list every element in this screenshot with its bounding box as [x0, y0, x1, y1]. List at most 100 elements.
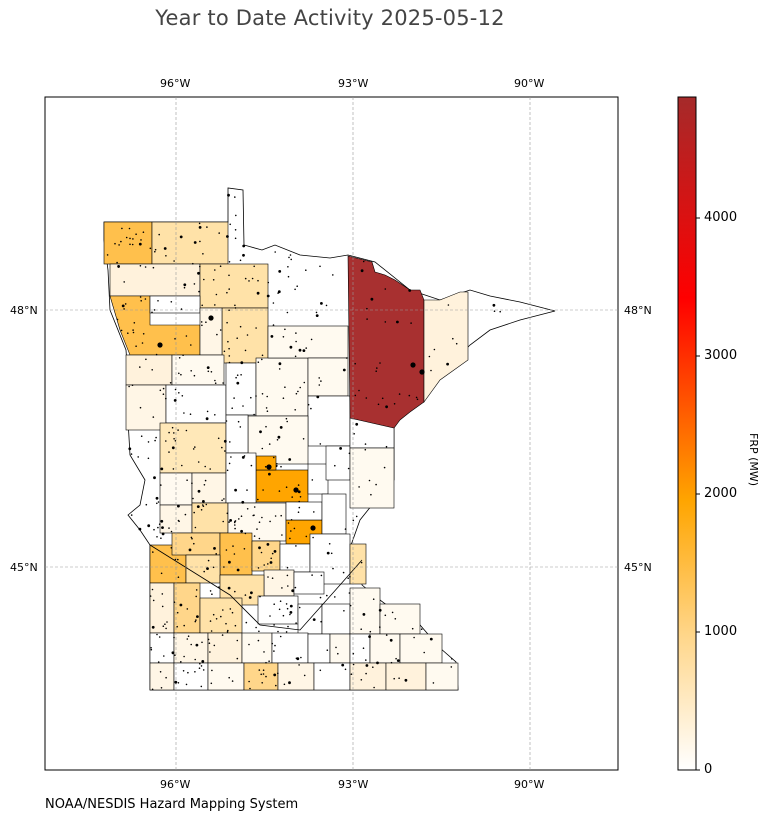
fire-point — [395, 657, 397, 660]
fire-point — [282, 336, 285, 338]
fire-point — [174, 654, 176, 656]
fire-point — [365, 659, 367, 661]
fire-point — [228, 355, 231, 357]
fire-point — [157, 300, 159, 302]
fire-point — [293, 527, 296, 530]
fire-point — [228, 261, 231, 263]
fire-point — [228, 288, 230, 290]
fire-point — [140, 300, 142, 302]
county — [221, 307, 269, 364]
fire-point — [294, 288, 296, 291]
fire-point — [233, 553, 236, 555]
fire-point — [430, 369, 432, 372]
fire-point — [197, 271, 200, 275]
fire-point — [295, 332, 297, 334]
fire-point — [234, 196, 236, 198]
fire-point — [228, 676, 230, 679]
fire-point — [372, 666, 374, 668]
fire-point — [262, 669, 265, 671]
fire-point — [261, 358, 263, 361]
county — [293, 571, 325, 595]
fire-point — [289, 613, 291, 616]
fire-point — [166, 621, 168, 623]
fire-point — [274, 251, 277, 253]
fire-point — [285, 631, 288, 633]
fire-point — [332, 274, 334, 276]
fire-point — [262, 489, 264, 491]
lon-tick-top: 93°W — [338, 77, 369, 90]
fire-point — [236, 639, 239, 642]
fire-point — [221, 446, 223, 449]
fire-point — [160, 537, 162, 539]
fire-point — [383, 466, 386, 469]
fire-point — [289, 537, 291, 540]
fire-point — [121, 227, 123, 230]
fire-point — [155, 436, 157, 439]
fire-point — [294, 355, 297, 358]
fire-point — [384, 288, 387, 290]
fire-point — [170, 301, 173, 303]
fire-point — [240, 515, 243, 517]
fire-point — [326, 551, 330, 555]
fire-point — [257, 361, 260, 364]
fire-point — [350, 673, 353, 675]
fire-point — [260, 551, 263, 554]
fire-point — [368, 479, 371, 482]
fire-point — [156, 536, 158, 538]
fire-point — [234, 237, 237, 240]
fire-point — [391, 611, 394, 614]
fire-point — [165, 676, 167, 679]
county — [149, 582, 175, 634]
fire-point — [242, 244, 246, 248]
fire-point — [259, 430, 262, 434]
county — [207, 632, 243, 664]
fire-point — [179, 235, 183, 239]
fire-point — [298, 664, 300, 666]
fire-point — [145, 503, 148, 506]
fire-point — [185, 335, 188, 337]
fire-point — [177, 576, 180, 578]
lon-tick-bottom: 93°W — [338, 778, 369, 791]
fire-point — [262, 673, 265, 675]
fire-point — [201, 660, 205, 663]
fire-point — [257, 567, 260, 569]
fire-point — [278, 362, 282, 366]
fire-point — [274, 515, 277, 517]
fire-point — [229, 223, 231, 226]
fire-point — [225, 549, 228, 551]
fire-point — [173, 438, 175, 440]
fire-point — [276, 439, 279, 441]
fire-point — [326, 594, 328, 597]
fire-point — [202, 669, 205, 671]
fire-point — [251, 277, 254, 280]
fire-point — [160, 484, 162, 486]
fire-point — [320, 620, 322, 623]
fire-point — [168, 451, 170, 453]
fire-point — [364, 443, 367, 445]
fire-point — [284, 386, 286, 389]
map-title: Year to Date Activity 2025-05-12 — [155, 6, 505, 30]
fire-point — [176, 611, 179, 614]
fire-point — [305, 347, 308, 349]
fire-point — [295, 545, 297, 547]
fire-point — [258, 630, 260, 633]
fire-point — [277, 630, 279, 633]
fire-point — [232, 545, 234, 547]
fire-point — [273, 650, 275, 652]
county — [219, 532, 253, 576]
fire-point — [381, 397, 384, 400]
fire-point — [255, 327, 257, 329]
fire-point — [342, 571, 345, 574]
fire-point — [156, 633, 158, 636]
fire-point — [319, 443, 322, 445]
fire-point — [139, 296, 142, 298]
fire-point — [144, 298, 147, 300]
fire-point — [217, 437, 220, 440]
county — [255, 357, 309, 417]
county — [385, 662, 427, 691]
fire-cluster — [410, 362, 416, 368]
fire-point — [229, 519, 233, 522]
county — [173, 662, 209, 691]
fire-point — [147, 524, 151, 528]
fire-point — [123, 308, 125, 310]
